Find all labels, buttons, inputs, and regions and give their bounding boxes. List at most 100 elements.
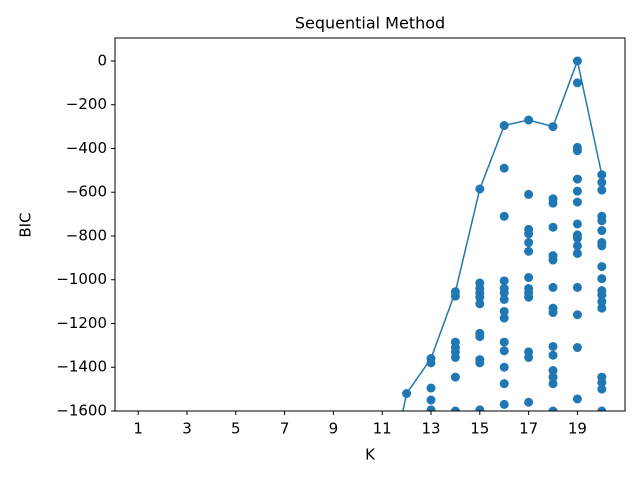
point: [548, 282, 558, 292]
point: [450, 372, 460, 382]
point: [524, 246, 534, 256]
point: [450, 291, 460, 301]
point: [499, 163, 509, 173]
x-tick-label: 19: [568, 420, 587, 438]
point: [499, 313, 509, 323]
point: [499, 294, 509, 304]
point: [597, 241, 607, 251]
point: [548, 308, 558, 318]
y-tick-label: −1200: [56, 314, 107, 332]
point: [524, 352, 534, 362]
point: [524, 238, 534, 248]
plot-area: [402, 56, 607, 411]
x-tick-label: 3: [182, 420, 192, 438]
chart-title: Sequential Method: [295, 14, 445, 33]
y-tick-label: 0: [97, 51, 107, 69]
x-tick-label: 7: [280, 420, 290, 438]
point: [572, 56, 582, 66]
y-tick-label: −400: [66, 139, 107, 157]
point: [548, 222, 558, 232]
y-tick-label: −800: [66, 226, 107, 244]
point: [572, 248, 582, 258]
point: [450, 352, 460, 362]
point: [597, 406, 607, 411]
point: [597, 384, 607, 394]
point: [597, 274, 607, 284]
x-tick-label: 5: [231, 420, 241, 438]
point: [499, 288, 509, 298]
x-tick-label: 9: [329, 420, 339, 438]
point: [572, 186, 582, 196]
axes-frame: [114, 37, 626, 412]
point: [597, 185, 607, 195]
y-axis-label: BIC: [17, 212, 35, 237]
point: [524, 273, 534, 283]
point: [572, 78, 582, 88]
point: [475, 332, 485, 342]
point: [499, 121, 509, 131]
point: [524, 292, 534, 302]
point: [524, 189, 534, 199]
point: [572, 174, 582, 184]
point: [426, 395, 436, 405]
point: [572, 146, 582, 156]
y-tick-label: −1400: [56, 358, 107, 376]
point: [572, 310, 582, 320]
point: [426, 405, 436, 411]
point: [475, 405, 485, 411]
point: [548, 406, 558, 411]
x-tick-label: 11: [373, 420, 392, 438]
point: [572, 343, 582, 353]
point: [597, 297, 607, 307]
point: [524, 397, 534, 407]
point: [475, 184, 485, 194]
point: [597, 177, 607, 187]
point: [499, 211, 509, 221]
point: [450, 406, 460, 411]
point: [548, 341, 558, 351]
point: [499, 337, 509, 347]
point: [475, 292, 485, 302]
point: [402, 388, 412, 398]
y-tick-label: −1600: [56, 402, 107, 420]
point: [426, 383, 436, 393]
point: [548, 255, 558, 265]
x-tick-label: 17: [519, 420, 538, 438]
point: [524, 229, 534, 239]
x-tick-label: 15: [470, 420, 489, 438]
y-tick-label: −600: [66, 183, 107, 201]
point: [499, 276, 509, 286]
y-tick-label: −200: [66, 95, 107, 113]
point: [597, 216, 607, 226]
point: [524, 115, 534, 125]
point: [499, 399, 509, 409]
point: [548, 122, 558, 132]
point: [548, 379, 558, 389]
point: [548, 350, 558, 360]
point: [572, 219, 582, 229]
point: [548, 366, 558, 376]
point: [572, 394, 582, 404]
point: [499, 306, 509, 316]
x-tick-label: 13: [421, 420, 440, 438]
point: [548, 198, 558, 208]
point: [475, 299, 485, 309]
point: [597, 303, 607, 313]
x-tick-label: 1: [133, 420, 143, 438]
point: [572, 197, 582, 207]
point: [499, 346, 509, 356]
point: [426, 358, 436, 368]
line: [402, 58, 603, 411]
point: [572, 241, 582, 251]
point: [499, 362, 509, 372]
point: [548, 372, 558, 382]
point: [597, 226, 607, 236]
point: [572, 233, 582, 243]
point: [572, 282, 582, 292]
point: [499, 379, 509, 389]
y-tick-label: −1000: [56, 270, 107, 288]
point: [597, 262, 607, 272]
point: [597, 378, 607, 388]
